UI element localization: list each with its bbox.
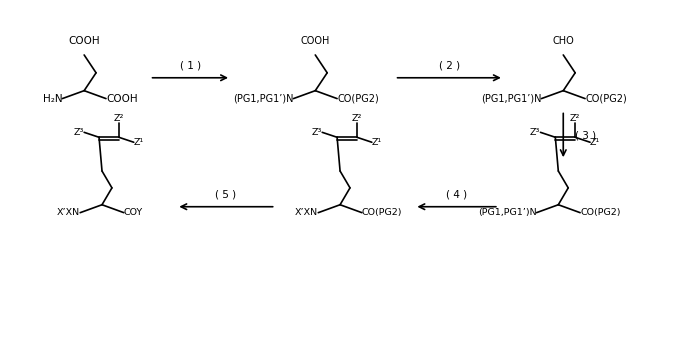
Text: COOH: COOH: [106, 93, 138, 104]
Text: Z²: Z²: [114, 115, 124, 124]
Text: X’XN: X’XN: [57, 208, 80, 217]
Text: COOH: COOH: [301, 36, 330, 46]
Text: (PG1,PG1’)N: (PG1,PG1’)N: [478, 208, 536, 217]
Text: COOH: COOH: [69, 36, 100, 46]
Text: X’XN: X’XN: [295, 208, 318, 217]
Text: COY: COY: [124, 208, 143, 217]
Text: Z³: Z³: [312, 128, 322, 137]
Text: CO(PG2): CO(PG2): [585, 93, 627, 104]
Text: ( 4 ): ( 4 ): [446, 190, 467, 200]
Text: Z³: Z³: [530, 128, 540, 137]
Text: Z²: Z²: [352, 115, 362, 124]
Text: CO(PG2): CO(PG2): [580, 208, 621, 217]
Text: H₂N: H₂N: [43, 93, 62, 104]
Text: (PG1,PG1’)N: (PG1,PG1’)N: [233, 93, 294, 104]
Text: CHO: CHO: [552, 36, 574, 46]
Text: Z²: Z²: [570, 115, 580, 124]
Text: Z³: Z³: [74, 128, 84, 137]
Text: (PG1,PG1’)N: (PG1,PG1’)N: [481, 93, 542, 104]
Text: Z¹: Z¹: [372, 138, 382, 147]
Text: CO(PG2): CO(PG2): [337, 93, 379, 104]
Text: ( 3 ): ( 3 ): [575, 130, 596, 140]
Text: CO(PG2): CO(PG2): [362, 208, 403, 217]
Text: ( 1 ): ( 1 ): [180, 61, 201, 71]
Text: Z¹: Z¹: [590, 138, 600, 147]
Text: ( 5 ): ( 5 ): [215, 190, 236, 200]
Text: ( 2 ): ( 2 ): [439, 61, 460, 71]
Text: Z¹: Z¹: [134, 138, 144, 147]
